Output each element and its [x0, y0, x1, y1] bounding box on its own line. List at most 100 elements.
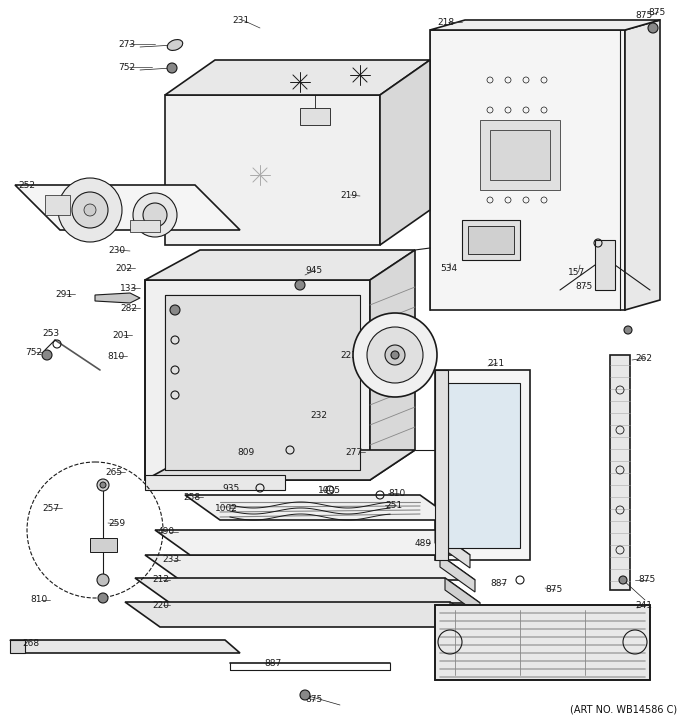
Circle shape [295, 280, 305, 290]
Text: 257: 257 [42, 503, 59, 513]
Text: 887: 887 [490, 579, 507, 587]
Polygon shape [480, 120, 560, 190]
Text: 875: 875 [648, 7, 665, 17]
Polygon shape [435, 370, 530, 560]
Text: 752: 752 [118, 62, 135, 72]
Text: 218: 218 [437, 17, 454, 27]
Circle shape [98, 593, 108, 603]
Text: 262: 262 [635, 354, 652, 362]
Circle shape [72, 192, 108, 228]
Polygon shape [90, 538, 117, 552]
Circle shape [367, 327, 423, 383]
Text: 259: 259 [108, 520, 125, 529]
Polygon shape [10, 640, 240, 653]
Circle shape [143, 203, 167, 227]
Circle shape [58, 178, 122, 242]
Text: 1005: 1005 [318, 486, 341, 494]
Text: 291: 291 [55, 289, 72, 299]
Circle shape [42, 350, 52, 360]
Circle shape [100, 482, 106, 488]
Circle shape [624, 326, 632, 334]
Polygon shape [430, 20, 660, 30]
Text: 273: 273 [118, 39, 135, 49]
Text: 490: 490 [158, 528, 175, 536]
Circle shape [84, 204, 96, 216]
Text: 534: 534 [440, 263, 457, 273]
Circle shape [300, 690, 310, 700]
Polygon shape [430, 30, 625, 310]
Polygon shape [300, 108, 330, 125]
Text: 945: 945 [305, 265, 322, 275]
Polygon shape [445, 578, 480, 615]
Polygon shape [610, 355, 630, 590]
Text: 752: 752 [25, 347, 42, 357]
Polygon shape [440, 555, 475, 592]
Polygon shape [15, 185, 240, 230]
Polygon shape [380, 60, 430, 245]
Polygon shape [165, 60, 430, 95]
Circle shape [167, 63, 177, 73]
Text: 220: 220 [152, 600, 169, 610]
Polygon shape [595, 240, 615, 290]
Circle shape [619, 576, 627, 584]
Circle shape [133, 193, 177, 237]
Polygon shape [450, 602, 485, 640]
Text: 277: 277 [345, 447, 362, 457]
Text: 489: 489 [415, 539, 432, 547]
Text: 223: 223 [340, 350, 357, 360]
Text: 265: 265 [105, 468, 122, 476]
Text: 1002: 1002 [215, 503, 238, 513]
Text: 133: 133 [120, 283, 137, 292]
Circle shape [170, 305, 180, 315]
Text: 258: 258 [183, 492, 200, 502]
Polygon shape [435, 370, 448, 560]
Polygon shape [135, 578, 480, 603]
Text: 233: 233 [162, 555, 179, 565]
Text: 211: 211 [487, 358, 504, 368]
Text: 809: 809 [237, 447, 254, 457]
Circle shape [353, 313, 437, 397]
Polygon shape [468, 226, 514, 254]
Polygon shape [165, 95, 380, 245]
Polygon shape [145, 250, 415, 280]
Text: 230: 230 [108, 246, 125, 254]
Circle shape [648, 23, 658, 33]
Text: 810: 810 [107, 352, 124, 360]
Text: 251: 251 [385, 500, 402, 510]
Text: 231: 231 [232, 15, 249, 25]
Circle shape [97, 479, 109, 491]
Polygon shape [125, 602, 485, 627]
Polygon shape [370, 250, 415, 480]
Polygon shape [625, 20, 660, 310]
Polygon shape [185, 495, 455, 520]
Text: 212: 212 [152, 576, 169, 584]
Text: 252: 252 [18, 181, 35, 189]
Text: (ART NO. WB14586 C): (ART NO. WB14586 C) [570, 705, 677, 715]
Text: 935: 935 [222, 484, 239, 492]
Text: 875: 875 [635, 10, 652, 20]
Text: 887: 887 [264, 658, 282, 668]
Circle shape [385, 345, 405, 365]
Polygon shape [145, 280, 370, 480]
Text: 875: 875 [545, 586, 562, 594]
Text: 810: 810 [30, 595, 47, 605]
Text: 157: 157 [568, 268, 585, 276]
Text: 201: 201 [112, 331, 129, 339]
Circle shape [391, 351, 399, 359]
Ellipse shape [167, 40, 183, 51]
Text: 232: 232 [310, 410, 327, 420]
Polygon shape [145, 450, 415, 480]
Text: 268: 268 [22, 639, 39, 647]
Text: 241: 241 [635, 600, 652, 610]
Text: 875: 875 [305, 695, 322, 705]
Polygon shape [435, 530, 470, 568]
Text: 282: 282 [120, 304, 137, 312]
Polygon shape [165, 295, 360, 470]
Polygon shape [155, 530, 470, 555]
Polygon shape [448, 383, 520, 548]
Polygon shape [130, 220, 160, 232]
Circle shape [97, 574, 109, 586]
Polygon shape [490, 130, 550, 180]
Polygon shape [10, 640, 25, 653]
Polygon shape [95, 293, 140, 303]
